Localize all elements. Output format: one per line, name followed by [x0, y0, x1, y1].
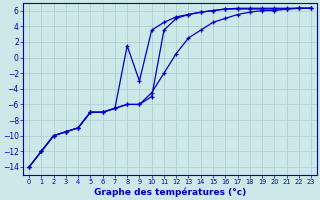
X-axis label: Graphe des températures (°c): Graphe des températures (°c)	[94, 188, 246, 197]
